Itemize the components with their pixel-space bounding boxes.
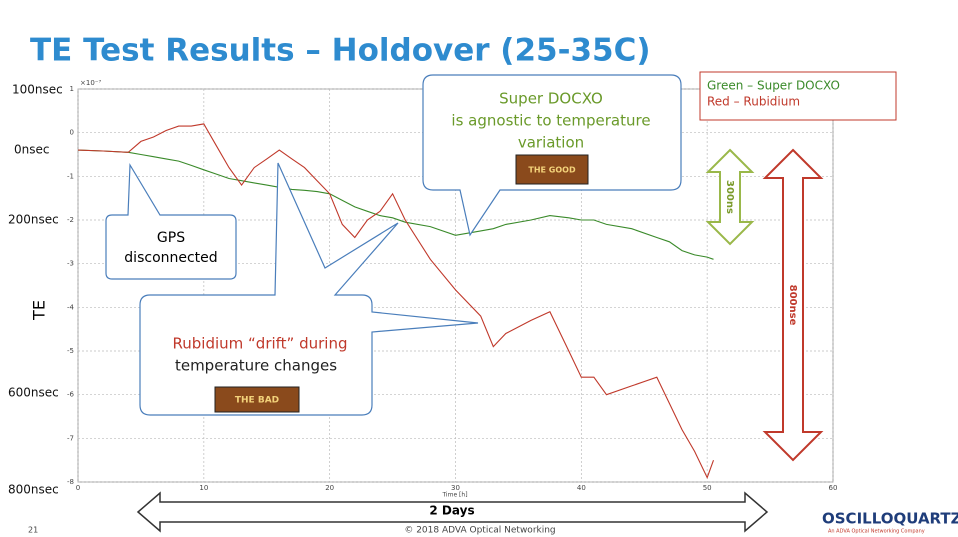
arrow-label: 300ns (724, 180, 735, 214)
y-tick-label: -3 (67, 260, 74, 268)
callout-rubidium (139, 162, 479, 416)
y-tick-label: -5 (67, 347, 74, 355)
arrow-green (705, 148, 755, 246)
left-label: 0nsec (14, 143, 49, 157)
x-axis-label: Time [h] (441, 492, 467, 499)
callout-text: is agnostic to temperature (451, 112, 650, 130)
badge (214, 386, 300, 413)
logo-sub: An ADVA Optical Networking Company (828, 529, 925, 535)
callout-gps (105, 162, 237, 280)
y-tick-label: 0 (70, 129, 74, 137)
x-tick-label: 30 (451, 484, 460, 492)
legend-entry: Red – Rubidium (707, 95, 800, 109)
x-tick-label: 0 (76, 484, 80, 492)
footer: © 2018 ADVA Optical Networking (404, 526, 555, 536)
legend-box (699, 71, 897, 121)
left-label: 200nsec (8, 213, 59, 227)
arrow-label: 2 Days (429, 504, 474, 518)
left-label: 600nsec (8, 386, 59, 400)
x-tick-label: 60 (829, 484, 838, 492)
page-number: 21 (28, 526, 38, 535)
y-exponent: ×10⁻⁷ (80, 79, 101, 87)
logo: OSCILLOQUARTZ (822, 510, 958, 528)
callout-text: variation (518, 134, 584, 152)
y-tick-label: -1 (67, 172, 74, 180)
x-tick-label: 50 (703, 484, 712, 492)
left-label: 800nsec (8, 483, 59, 497)
badge-text: THE BAD (235, 396, 279, 406)
callout-text: disconnected (124, 250, 217, 266)
left-label: 100nsec (12, 83, 63, 97)
badge-text: THE GOOD (528, 166, 576, 175)
x-tick-label: 40 (577, 484, 586, 492)
legend-entry: Green – Super DOCXO (707, 79, 840, 93)
arrow-red (762, 148, 824, 462)
y-tick-label: -8 (67, 478, 74, 486)
slide-title: TE Test Results – Holdover (25-35C) (30, 33, 651, 69)
callout-text: GPS (157, 230, 185, 246)
legend: Green – Super DOCXO Red – Rubidium (707, 79, 840, 109)
series-line (77, 123, 715, 480)
y-tick-label: 1 (70, 85, 74, 93)
y-tick-label: -4 (67, 303, 75, 311)
arrow-days (136, 491, 769, 533)
y-tick-label: -6 (67, 391, 75, 399)
series-line (77, 149, 714, 260)
callout-text: Super DOCXO (499, 90, 603, 108)
x-tick-label: 10 (199, 484, 208, 492)
y-axis-label: TE (30, 300, 49, 321)
badge (515, 154, 589, 185)
callout-text: Rubidium “drift” during (173, 335, 348, 353)
callout-text: temperature changes (175, 357, 337, 375)
x-tick-label: 20 (325, 484, 334, 492)
arrow-label: 800nse (787, 285, 798, 326)
y-tick-label: -7 (67, 434, 74, 442)
y-tick-label: -2 (67, 216, 74, 224)
